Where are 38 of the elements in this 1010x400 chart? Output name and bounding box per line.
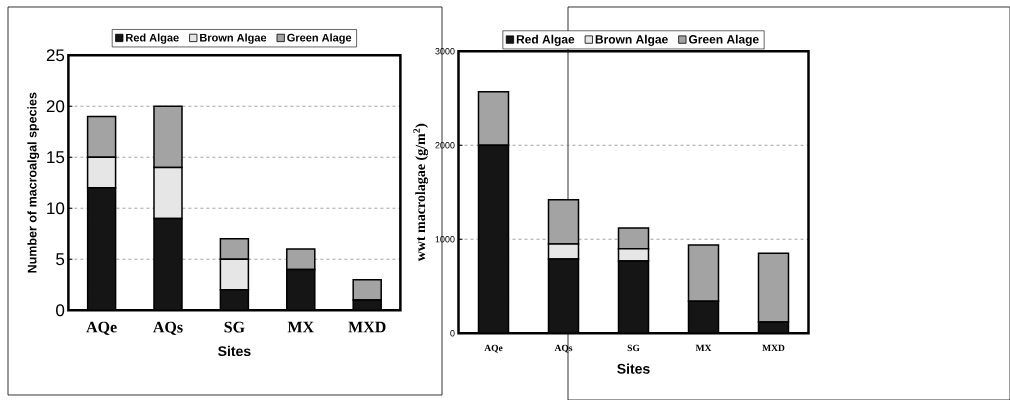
bar [687, 244, 720, 303]
y-tick-label: 0 [450, 330, 455, 337]
bar [286, 248, 316, 271]
x-tick-label: MX [287, 321, 314, 333]
x-tick-label: SG [627, 344, 640, 352]
legend-label: Red Algae [516, 34, 575, 46]
y-tick-label: 3000 [435, 48, 455, 55]
legend-label: Red Algae [126, 33, 179, 44]
y-tick-label: 1000 [435, 236, 455, 243]
x-axis-title: Sites [617, 363, 650, 374]
legend-label: Brown Algae [200, 33, 267, 44]
y-tick-label: 2000 [435, 142, 455, 149]
legend-label: Green Alage [688, 34, 759, 46]
y-axis-title: wwt macrolagae (g/m$^{2}$) [413, 123, 429, 262]
bar [617, 260, 650, 334]
y-tick-label: 20 [46, 100, 65, 113]
x-axis-title: Sites [218, 345, 251, 357]
x-tick-label: AQe [86, 321, 117, 335]
x-tick-label: SG [224, 321, 245, 333]
y-tick-label: 25 [46, 49, 65, 62]
bar [477, 144, 510, 334]
x-tick-label: MXD [762, 344, 785, 352]
x-tick-label: AQs [153, 321, 183, 335]
y-tick-label: 0 [56, 304, 65, 317]
x-tick-label: AQs [554, 344, 573, 353]
bar [687, 300, 720, 334]
y-tick-label: 5 [56, 253, 65, 266]
y-axis-title: Number of macroalgal species [27, 92, 40, 273]
x-tick-label: MXD [348, 321, 386, 333]
legend-label: Brown Algae [595, 34, 668, 46]
legend-label: Green Alage [287, 33, 352, 44]
x-tick-label: AQe [484, 344, 503, 353]
x-tick-label: MX [695, 344, 712, 352]
bar [547, 258, 580, 334]
bar [86, 187, 117, 311]
bar [153, 217, 183, 311]
y-tick-label: 15 [47, 151, 65, 164]
y-tick-label: 10 [47, 202, 65, 215]
